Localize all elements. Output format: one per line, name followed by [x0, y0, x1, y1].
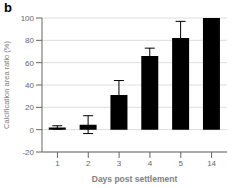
svg-text:5: 5 — [179, 159, 184, 168]
html-text:b: b — [4, 0, 12, 15]
svg-text:Calcification area ratio (%): Calcification area ratio (%) — [8, 41, 11, 129]
svg-text:20: 20 — [25, 103, 34, 112]
svg-text:80: 80 — [25, 36, 34, 45]
svg-text:0: 0 — [30, 126, 35, 135]
svg-text:3: 3 — [117, 159, 122, 168]
svg-text:2: 2 — [86, 159, 91, 168]
svg-text:-20: -20 — [22, 148, 34, 157]
svg-text:Days post settlement: Days post settlement — [92, 174, 178, 184]
svg-text:14: 14 — [207, 159, 216, 168]
svg-text:1: 1 — [55, 159, 60, 168]
svg-text:4: 4 — [148, 159, 153, 168]
svg-text:100: 100 — [21, 14, 35, 23]
svg-text:40: 40 — [25, 81, 34, 90]
svg-text:60: 60 — [25, 59, 34, 68]
